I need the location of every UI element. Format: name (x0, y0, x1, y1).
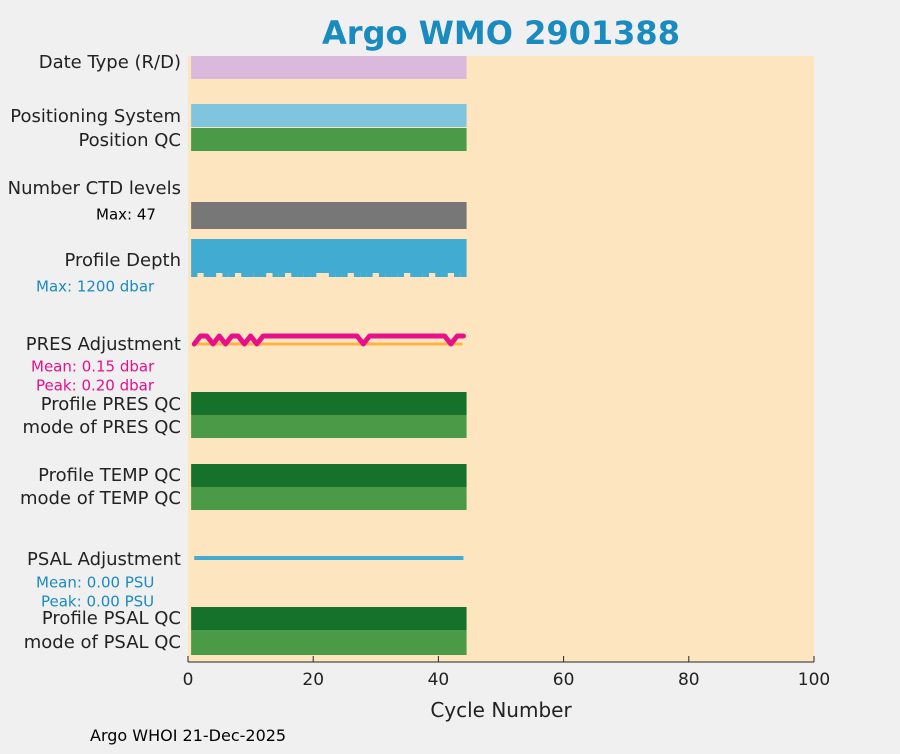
profile-temp-qc-row-bar (191, 464, 467, 487)
date-type-row-label: Date Type (R/D) (39, 52, 181, 73)
profile-depth-row-cycle-32 (385, 273, 392, 277)
profile-depth-row-annotation: Max: 1200 dbar (36, 278, 155, 296)
profile-depth-row-cycle-29 (366, 273, 373, 277)
profile-depth-row-cycle-10 (247, 273, 254, 277)
profile-psal-qc-row-bar (191, 607, 467, 630)
number-ctd-levels-row-label: Number CTD levels (8, 178, 181, 199)
profile-pres-qc-row-label: Profile PRES QC (41, 394, 181, 415)
pres-adjustment-row-annotation-2: Peak: 0.20 dbar (36, 377, 155, 395)
number-ctd-levels-row-bar (191, 202, 467, 229)
plot-area (188, 56, 814, 662)
position-qc-row-label: Position QC (78, 130, 181, 151)
mode-temp-qc-row-label: mode of TEMP QC (20, 488, 181, 509)
profile-depth-row-cycle-9 (241, 273, 248, 277)
profile-psal-qc-row-label: Profile PSAL QC (42, 608, 181, 629)
number-ctd-levels-row-annotation: Max: 47 (96, 206, 156, 224)
x-tick-label-60: 60 (553, 670, 575, 690)
psal-adjustment-row-annotation-2: Peak: 0.00 PSU (41, 593, 154, 611)
chart-title: Argo WMO 2901388 (322, 14, 680, 52)
positioning-system-row-bar (191, 104, 467, 127)
profile-depth-row-cycle-43 (454, 273, 461, 277)
profile-depth-row-cycle-20 (310, 273, 317, 277)
mode-temp-qc-row-bar (191, 487, 467, 510)
profile-depth-row-cycle-11 (253, 273, 260, 277)
row-labels: Date Type (R/D) Positioning System Positio… (8, 52, 181, 653)
profile-depth-row-cycle-34 (397, 273, 404, 277)
profile-depth-row-cycle-19 (303, 273, 311, 277)
profile-depth-row-cycle-12 (259, 273, 267, 277)
x-tick-label-20: 20 (302, 670, 324, 690)
psal-adjustment-row-label: PSAL Adjustment (27, 549, 181, 570)
profile-depth-row-cycle-37 (416, 273, 423, 277)
x-tick-label-80: 80 (678, 670, 700, 690)
pres-adjustment-row-label: PRES Adjustment (26, 334, 181, 355)
psal-adjustment-row-annotation-1: Mean: 0.00 PSU (36, 574, 154, 592)
profile-depth-row-cycle-4 (209, 273, 217, 277)
footer-credit: Argo WHOI 21-Dec-2025 (90, 726, 286, 745)
pres-adjustment-row-trace (191, 333, 466, 347)
data-bars (191, 56, 467, 655)
profile-depth-row-cycle-23 (328, 273, 336, 277)
profile-depth-row-cycle-40 (435, 273, 442, 277)
profile-depth-row-cycle-25 (341, 273, 348, 277)
x-tick-label-100: 100 (798, 670, 830, 690)
profile-depth-row-bar (191, 239, 467, 273)
profile-depth-row-cycle-3 (203, 273, 210, 277)
profile-depth-row-cycle-15 (278, 273, 286, 277)
profile-depth-row-cycle-33 (391, 273, 398, 277)
profile-depth-row-cycle-36 (410, 273, 417, 277)
profile-depth-row-cycle-24 (335, 273, 342, 277)
position-qc-row-bar (191, 128, 467, 151)
x-tick-label-0: 0 (183, 670, 194, 690)
profile-depth-row-label: Profile Depth (64, 250, 181, 271)
profile-pres-qc-row-bar (191, 392, 467, 415)
profile-depth-row-cycle-1 (191, 273, 198, 277)
pres-adjustment-row-annotation-1: Mean: 0.15 dbar (31, 358, 155, 376)
profile-depth-row-cycle-44 (460, 273, 467, 277)
profile-temp-qc-row-label: Profile TEMP QC (38, 465, 181, 486)
x-axis: 0 20 40 60 80 100 (183, 656, 830, 690)
profile-depth-row-cycle-7 (228, 273, 235, 277)
mode-pres-qc-row-label: mode of PRES QC (23, 417, 181, 438)
x-axis-label: Cycle Number (430, 698, 572, 722)
profile-depth-row-cycle-6 (222, 273, 229, 277)
x-tick-label-40: 40 (428, 670, 450, 690)
profile-depth-row-cycle-17 (291, 273, 298, 277)
profile-depth-row-cycle-38 (422, 273, 430, 277)
date-type-row-bar (191, 56, 467, 79)
profile-depth-row-cycle-18 (297, 273, 304, 277)
profile-depth-row-cycle-14 (272, 273, 279, 277)
profile-depth-row-cycle-27 (353, 273, 361, 277)
positioning-system-row-label: Positioning System (10, 106, 181, 127)
mode-psal-qc-row-bar (191, 630, 467, 655)
profile-depth-row-cycle-28 (360, 273, 367, 277)
mode-pres-qc-row-bar (191, 415, 467, 438)
profile-depth-row-cycle-41 (441, 273, 448, 277)
profile-depth-row-cycle-31 (378, 273, 386, 277)
mode-psal-qc-row-label: mode of PSAL QC (24, 632, 181, 653)
